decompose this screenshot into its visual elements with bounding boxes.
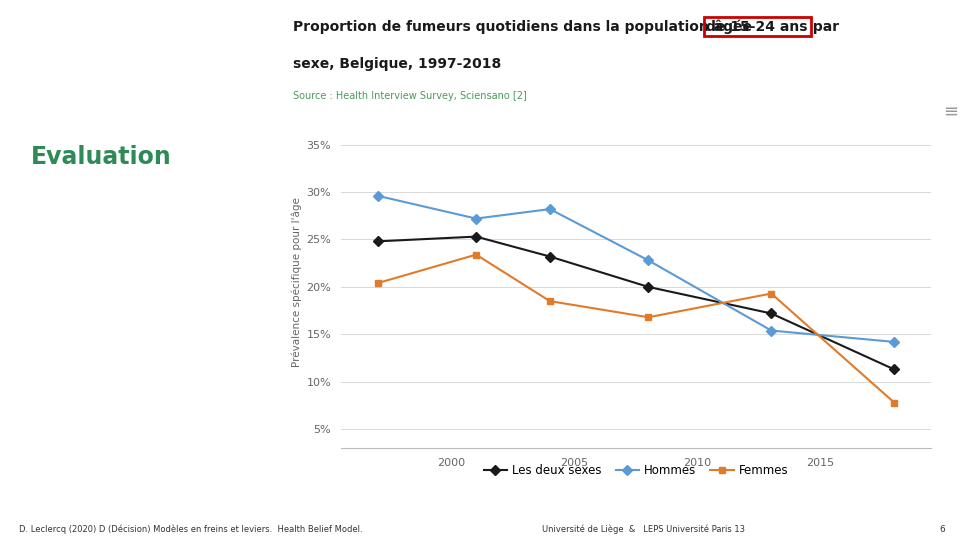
Text: de 15-24 ans: de 15-24 ans <box>707 19 808 33</box>
Text: par: par <box>808 19 839 33</box>
Y-axis label: Prévalence spécifique pour l'âge: Prévalence spécifique pour l'âge <box>292 197 302 367</box>
Legend: Les deux sexes, Hommes, Femmes: Les deux sexes, Hommes, Femmes <box>479 460 793 482</box>
Text: sexe, Belgique, 1997-2018: sexe, Belgique, 1997-2018 <box>293 57 501 71</box>
Text: Evaluation: Evaluation <box>31 145 172 168</box>
Text: Université de Liège  &   LEPS Université Paris 13: Université de Liège & LEPS Université Pa… <box>542 524 745 534</box>
Text: Proportion de fumeurs quotidiens dans la population âgée: Proportion de fumeurs quotidiens dans la… <box>293 19 756 34</box>
Text: Source : Health Interview Survey, Sciensano [2]: Source : Health Interview Survey, Sciens… <box>293 91 527 101</box>
Text: 6: 6 <box>940 524 946 534</box>
Text: D. Leclercq (2020) D (Décision) Modèles en freins et leviers.  Health Belief Mod: D. Leclercq (2020) D (Décision) Modèles … <box>19 524 363 534</box>
Text: ≡: ≡ <box>943 103 958 121</box>
